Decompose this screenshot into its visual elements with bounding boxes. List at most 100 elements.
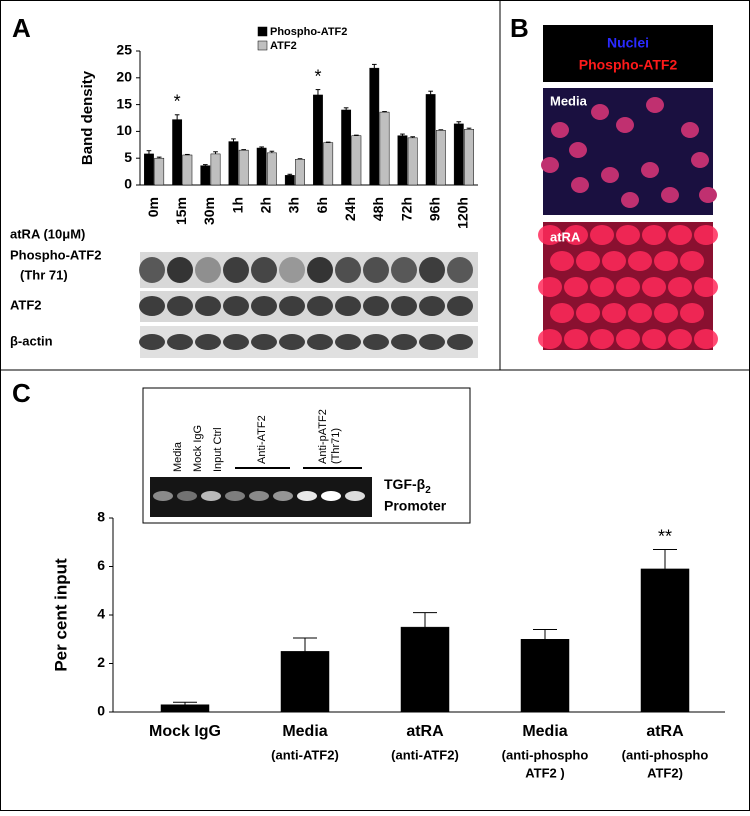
panel-label: C xyxy=(12,378,31,408)
bar xyxy=(341,109,352,186)
target-sub: 2 xyxy=(425,485,431,496)
annotation: ** xyxy=(658,526,672,546)
blot-treatment: atRA (10μM) xyxy=(10,226,85,241)
nucleus xyxy=(616,117,634,133)
band xyxy=(167,334,193,350)
nucleus xyxy=(646,97,664,113)
band xyxy=(419,296,445,316)
x-tick-label: Media xyxy=(522,723,567,740)
lane-label: Anti-pATF2 xyxy=(317,409,329,464)
bar xyxy=(425,94,436,186)
bar xyxy=(369,67,380,186)
nucleus xyxy=(591,104,609,120)
x-tick-label: 72h xyxy=(398,197,414,221)
lane-label: Media xyxy=(172,441,184,472)
lane-label: (Thr71) xyxy=(330,428,342,464)
cell xyxy=(564,329,588,349)
band xyxy=(307,296,333,316)
legend-swatch xyxy=(257,26,268,37)
lane-label: Input Ctrl xyxy=(212,427,224,472)
bar xyxy=(640,568,690,713)
cell xyxy=(616,329,640,349)
bar xyxy=(266,152,277,186)
gel-target: TGF-β2 xyxy=(384,476,431,496)
annotation: * xyxy=(315,66,322,86)
nucleus xyxy=(699,187,717,203)
gel-band xyxy=(249,491,269,501)
cell xyxy=(668,329,692,349)
legend-label: Phospho-ATF2 xyxy=(270,26,347,38)
legend-nuclei: Nuclei xyxy=(607,35,649,51)
gel-band xyxy=(153,491,173,501)
bar xyxy=(160,704,210,713)
x-tick-label: 1h xyxy=(229,197,245,213)
band xyxy=(279,257,305,283)
band xyxy=(279,334,305,350)
cell xyxy=(642,329,666,349)
band xyxy=(335,334,361,350)
band xyxy=(195,334,221,350)
bar xyxy=(351,135,362,186)
blot-row-label: Phospho-ATF2 xyxy=(10,247,101,262)
band xyxy=(195,257,221,283)
cell xyxy=(668,277,692,297)
cell xyxy=(602,251,626,271)
cell xyxy=(628,303,652,323)
bar xyxy=(238,149,249,186)
nucleus xyxy=(621,192,639,208)
band xyxy=(363,257,389,283)
band xyxy=(335,257,361,283)
bar xyxy=(464,129,474,186)
cell xyxy=(694,277,718,297)
nucleus xyxy=(551,122,569,138)
y-tick-label: 2 xyxy=(97,654,105,670)
band xyxy=(391,334,417,350)
bar xyxy=(284,175,295,186)
x-tick-label: 0m xyxy=(145,197,161,217)
bar xyxy=(400,626,450,713)
gel-band xyxy=(345,491,365,501)
x-tick-label: (anti-phospho xyxy=(622,747,709,762)
band xyxy=(251,334,277,350)
cell xyxy=(654,303,678,323)
bar xyxy=(379,111,390,186)
image-label: atRA xyxy=(550,229,581,244)
x-tick-label: 15m xyxy=(173,197,189,225)
x-tick-label: ATF2) xyxy=(647,765,683,780)
gel-band xyxy=(225,491,245,501)
x-tick-label: (anti-ATF2) xyxy=(391,747,459,762)
x-tick-label: Mock IgG xyxy=(149,723,221,740)
cell xyxy=(628,251,652,271)
gel-band xyxy=(273,491,293,501)
cell xyxy=(576,303,600,323)
nucleus xyxy=(571,177,589,193)
band xyxy=(279,296,305,316)
y-tick-label: 25 xyxy=(116,42,132,58)
gel-band xyxy=(177,491,197,501)
gel-band xyxy=(297,491,317,501)
gel-band xyxy=(321,491,341,501)
y-tick-label: 5 xyxy=(124,149,132,165)
blot-images xyxy=(139,252,478,358)
cell xyxy=(680,251,704,271)
cell xyxy=(654,251,678,271)
bar xyxy=(200,165,211,186)
cell xyxy=(590,277,614,297)
y-tick-label: 6 xyxy=(97,557,105,573)
band xyxy=(139,334,165,350)
annotation: * xyxy=(174,92,181,112)
gel-target: Promoter xyxy=(384,498,447,514)
band xyxy=(223,296,249,316)
nucleus xyxy=(541,157,559,173)
band xyxy=(139,257,165,283)
lane-label: Anti-ATF2 xyxy=(256,415,268,464)
cell xyxy=(590,329,614,349)
band xyxy=(251,296,277,316)
x-tick-label: 120h xyxy=(455,197,471,229)
y-tick-label: 4 xyxy=(97,606,105,622)
cell xyxy=(642,225,666,245)
bar xyxy=(397,135,408,186)
cells xyxy=(541,97,717,208)
cell xyxy=(538,225,562,245)
